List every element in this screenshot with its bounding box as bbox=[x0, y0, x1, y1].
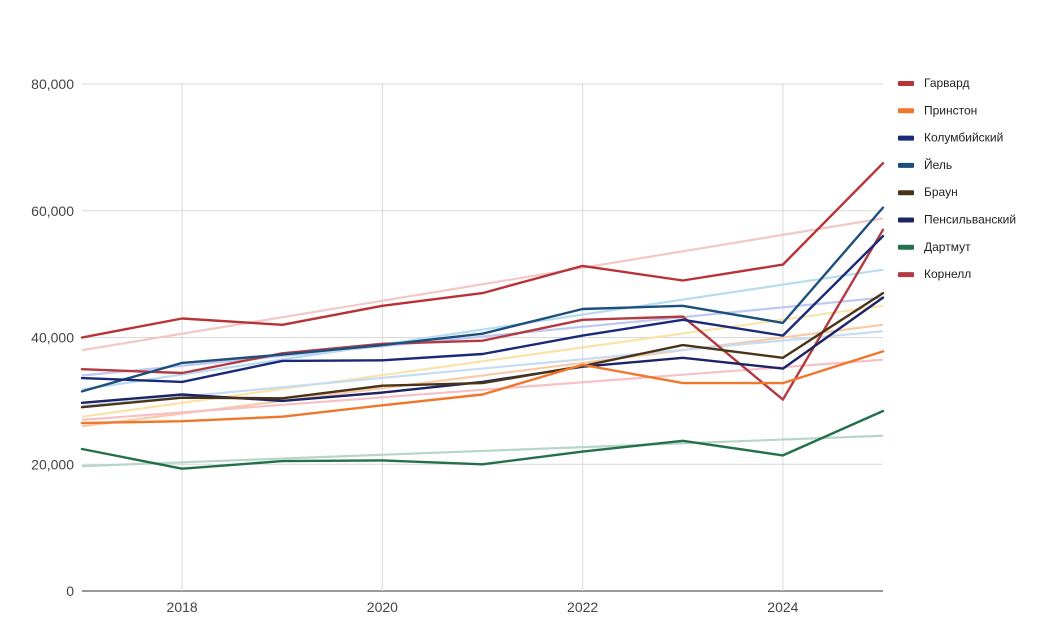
trendline-3 bbox=[81, 296, 884, 377]
series-line-7 bbox=[80, 409, 885, 470]
legend-item-1: Гарвард bbox=[898, 76, 970, 90]
legend-item-4: Йель bbox=[898, 157, 952, 172]
legend-label: Пенсильванский bbox=[924, 213, 1016, 227]
x-tick-label: 2022 bbox=[567, 599, 598, 615]
y-tick-label: 0 bbox=[66, 583, 74, 599]
series-lines bbox=[80, 161, 885, 470]
legend-swatch bbox=[898, 162, 914, 168]
legend-swatch bbox=[898, 217, 914, 223]
legend-swatch bbox=[898, 190, 914, 196]
legend-label: Йель bbox=[924, 157, 952, 172]
y-tick-label: 40,000 bbox=[31, 330, 74, 346]
trendline-6 bbox=[81, 330, 884, 408]
legend-item-6: Пенсильванский bbox=[898, 213, 1016, 227]
legend-item-8: Корнелл bbox=[898, 267, 971, 281]
legend-item-7: Дартмут bbox=[898, 240, 971, 254]
y-tick-label: 20,000 bbox=[31, 456, 74, 472]
series-line-4 bbox=[80, 206, 885, 393]
x-tick-label: 2020 bbox=[367, 599, 398, 615]
legend-swatch bbox=[898, 135, 914, 141]
series-line-5 bbox=[80, 291, 885, 409]
trendline-4 bbox=[81, 268, 884, 391]
legend-swatch bbox=[898, 272, 914, 278]
legend-swatch bbox=[898, 244, 914, 250]
legend-item-3: Колумбийский bbox=[898, 131, 1003, 145]
legend-swatch bbox=[898, 108, 914, 114]
x-tick-label: 2024 bbox=[767, 599, 798, 615]
trendline-1 bbox=[81, 217, 884, 352]
series-line-2 bbox=[80, 350, 885, 425]
series-line-1 bbox=[80, 161, 885, 339]
trendline-7 bbox=[81, 434, 884, 468]
y-tick-label: 80,000 bbox=[31, 76, 74, 92]
x-tick-label: 2018 bbox=[167, 599, 198, 615]
legend-swatch bbox=[898, 81, 914, 86]
series-line-6 bbox=[80, 296, 885, 404]
legend-label: Корнелл bbox=[924, 267, 971, 281]
legend-item-5: Браун bbox=[898, 185, 958, 199]
legend-label: Колумбийский bbox=[924, 131, 1003, 145]
series-line-8 bbox=[80, 228, 885, 401]
trendlines bbox=[81, 217, 884, 468]
legend-label: Принстон bbox=[924, 103, 977, 117]
trendline-8 bbox=[81, 358, 884, 421]
legend-label: Браун bbox=[924, 185, 958, 199]
series-line-3 bbox=[80, 234, 885, 384]
axes: 0 20,000 40,000 60,000 80,000 2018 2020 2022 202… bbox=[31, 76, 798, 615]
legend-item-2: Принстон bbox=[898, 103, 977, 117]
legend-label: Дартмут bbox=[924, 240, 971, 254]
legend-label: Гарвард bbox=[924, 76, 970, 90]
y-tick-label: 60,000 bbox=[31, 203, 74, 219]
legend: Гарвард Принстон Колумбийский Йель Браун Пенс… bbox=[898, 76, 1016, 281]
